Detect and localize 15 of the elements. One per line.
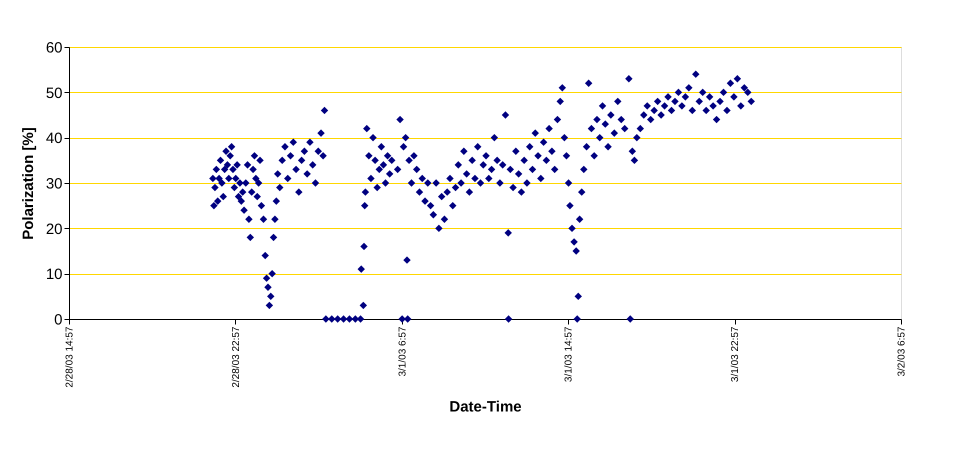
x-tick-label: 2/28/03 14:57 <box>64 326 76 388</box>
y-tick-label: 0 <box>54 312 62 328</box>
x-tick-label: 3/1/03 6:57 <box>397 326 408 377</box>
y-tick-label: 30 <box>46 176 62 192</box>
y-tick-label: 10 <box>46 266 62 284</box>
y-tick-label: 60 <box>46 40 62 56</box>
x-tick-label: 3/1/03 22:57 <box>730 326 742 382</box>
x-tick-label: 3/1/03 14:57 <box>564 326 575 382</box>
y-axis-title: Polarization [%] <box>20 127 37 240</box>
x-axis-title: Date-Time <box>449 398 522 416</box>
x-tick-label: 3/2/03 6:57 <box>896 326 908 377</box>
y-tick-label: 20 <box>46 220 62 238</box>
y-tick-label: 40 <box>46 130 62 148</box>
y-tick-label: 50 <box>46 84 62 102</box>
x-tick-label: 2/28/03 22:57 <box>230 326 242 388</box>
